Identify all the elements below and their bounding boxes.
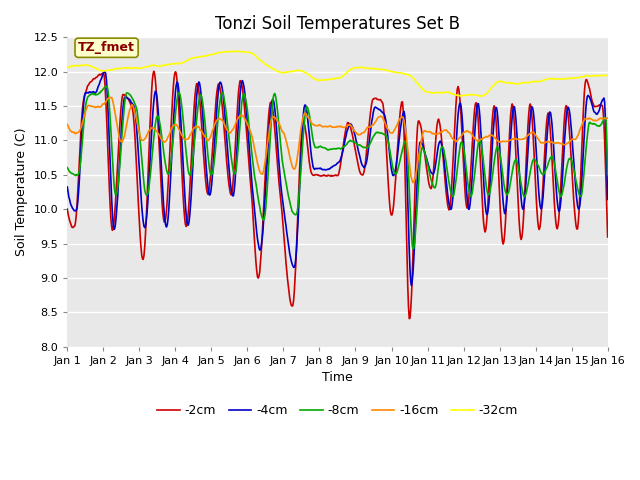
-32cm (129, 65, 136, 71)
-16cm (420, 128, 428, 134)
Y-axis label: Soil Temperature (C): Soil Temperature (C) (15, 128, 28, 256)
-2cm (405, 316, 413, 322)
-16cm (63, 121, 71, 127)
-8cm (604, 172, 611, 178)
-2cm (129, 107, 136, 113)
Title: Tonzi Soil Temperatures Set B: Tonzi Soil Temperatures Set B (215, 15, 460, 33)
-4cm (73, 205, 81, 211)
-8cm (404, 156, 412, 161)
Line: -32cm: -32cm (67, 51, 607, 96)
-8cm (213, 129, 221, 135)
Legend: -2cm, -4cm, -8cm, -16cm, -32cm: -2cm, -4cm, -8cm, -16cm, -32cm (152, 399, 523, 422)
-32cm (212, 50, 220, 56)
-4cm (408, 282, 415, 288)
X-axis label: Time: Time (322, 372, 353, 384)
-16cm (184, 136, 192, 142)
-16cm (409, 180, 417, 185)
-32cm (73, 63, 81, 69)
-2cm (420, 148, 428, 154)
-4cm (184, 222, 192, 228)
-32cm (224, 48, 232, 54)
-2cm (184, 209, 192, 215)
-4cm (213, 106, 221, 111)
-8cm (184, 168, 192, 174)
Line: -16cm: -16cm (67, 97, 607, 182)
-16cm (108, 95, 115, 100)
-16cm (404, 147, 412, 153)
-4cm (63, 184, 71, 190)
-32cm (184, 57, 191, 63)
-32cm (420, 87, 428, 93)
-2cm (73, 201, 81, 206)
Line: -8cm: -8cm (67, 86, 607, 249)
-16cm (73, 130, 81, 136)
-2cm (150, 69, 157, 74)
-4cm (101, 69, 109, 75)
-32cm (477, 93, 485, 99)
-32cm (63, 65, 71, 71)
Line: -4cm: -4cm (67, 72, 607, 285)
-2cm (213, 89, 221, 95)
-8cm (73, 172, 81, 178)
-16cm (604, 115, 611, 121)
-32cm (404, 72, 412, 77)
-32cm (604, 72, 611, 78)
-4cm (130, 103, 138, 109)
-4cm (604, 196, 611, 202)
-16cm (130, 104, 138, 110)
-8cm (420, 148, 428, 154)
-2cm (404, 283, 412, 288)
-8cm (102, 83, 110, 89)
-16cm (213, 118, 221, 123)
-8cm (409, 246, 417, 252)
-8cm (63, 165, 71, 170)
-8cm (130, 97, 138, 103)
Line: -2cm: -2cm (67, 72, 607, 319)
-2cm (604, 234, 611, 240)
-4cm (404, 197, 412, 203)
-2cm (63, 206, 71, 212)
Text: TZ_fmet: TZ_fmet (78, 41, 135, 54)
-4cm (420, 148, 428, 154)
